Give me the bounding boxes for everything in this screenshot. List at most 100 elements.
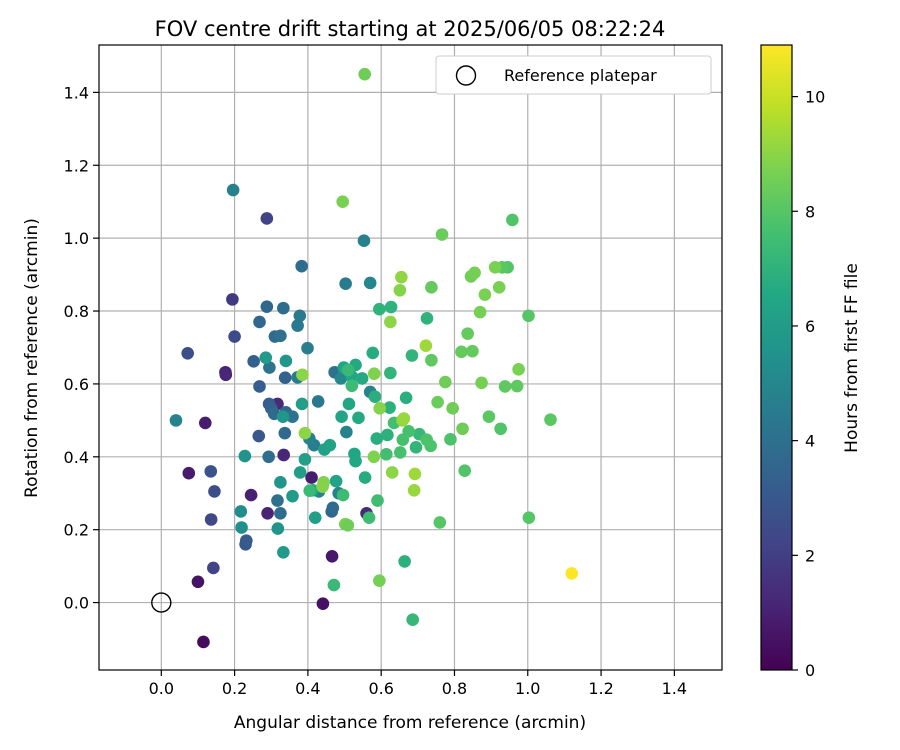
data-point [335, 410, 348, 424]
data-points [169, 67, 579, 649]
data-point [424, 439, 437, 453]
data-point [366, 346, 380, 360]
data-point [371, 494, 384, 507]
data-point [425, 353, 438, 367]
data-point [198, 416, 212, 430]
x-tick-label: 1.0 [515, 679, 540, 698]
data-point [271, 494, 284, 507]
data-point [380, 447, 393, 461]
data-point [384, 366, 397, 380]
data-point [458, 464, 472, 477]
data-point [301, 341, 314, 355]
data-point [329, 474, 343, 488]
legend: Reference platepar [435, 55, 712, 95]
data-point [367, 367, 381, 381]
data-point [492, 281, 506, 294]
data-point [446, 402, 459, 415]
data-point [431, 395, 444, 409]
data-point [336, 195, 350, 209]
data-point [325, 549, 339, 563]
data-point [326, 501, 340, 515]
data-point [478, 288, 492, 301]
data-point [370, 432, 384, 445]
plot-frame [98, 44, 723, 671]
data-point [262, 450, 275, 464]
data-point [367, 450, 381, 464]
y-tick-label: 1.4 [64, 83, 89, 102]
x-axis-label: Angular distance from reference (arcmin) [234, 713, 586, 733]
legend-marker-icon [455, 65, 477, 86]
data-point [494, 422, 507, 436]
data-point [385, 466, 399, 479]
data-point [277, 301, 290, 315]
data-point [498, 380, 512, 393]
data-point [316, 480, 329, 493]
data-point [240, 534, 253, 547]
colorbar-tick-label: 0 [805, 661, 815, 680]
data-point [274, 476, 287, 489]
data-point [247, 355, 260, 368]
data-point [506, 213, 519, 227]
data-point [277, 448, 291, 462]
data-point [260, 300, 274, 313]
data-point [219, 368, 233, 382]
data-point [565, 567, 579, 580]
colorbar-tick-label: 6 [805, 317, 815, 336]
data-point [355, 372, 369, 385]
data-point [522, 511, 536, 524]
data-point [235, 521, 248, 534]
data-point [204, 465, 218, 478]
data-point [295, 259, 308, 273]
data-point [406, 613, 419, 627]
x-tick-label: 0.8 [442, 679, 467, 698]
legend-box [435, 55, 712, 95]
data-point [425, 281, 438, 294]
data-point [169, 414, 183, 427]
data-point [381, 428, 394, 442]
data-point [482, 410, 496, 424]
data-point [405, 349, 419, 362]
data-point [182, 466, 196, 480]
data-point [279, 354, 293, 368]
data-point [197, 635, 210, 649]
colorbar-label: Hours from first FF file [842, 263, 862, 453]
data-point [234, 505, 248, 518]
data-point [277, 545, 290, 559]
data-point [191, 575, 205, 589]
data-point [383, 401, 396, 414]
data-point [327, 578, 341, 592]
data-point [274, 329, 287, 343]
colorbar-tick-label: 8 [805, 202, 815, 221]
data-point [510, 379, 524, 393]
data-point [352, 411, 365, 425]
x-tick-label: 0.0 [149, 679, 174, 698]
y-ticks: 0.0 0.2 0.4 0.6 0.8 1.0 1.2 1.4 [64, 83, 99, 613]
data-point [261, 506, 274, 520]
y-tick-label: 0.8 [64, 302, 89, 321]
data-point [228, 330, 241, 343]
data-point [293, 309, 307, 323]
data-point [340, 425, 353, 439]
x-tick-label: 0.4 [295, 679, 320, 698]
data-point [363, 276, 377, 290]
data-point [244, 488, 258, 502]
data-point [439, 375, 452, 389]
data-point [253, 315, 266, 329]
colorbar-tick-label: 10 [805, 88, 825, 107]
data-point [305, 471, 318, 484]
data-point [368, 390, 382, 403]
data-point [444, 433, 457, 446]
colorbar-gradient [760, 44, 793, 671]
data-point [342, 397, 356, 411]
data-point [373, 402, 387, 415]
data-point [226, 293, 239, 306]
data-point [373, 574, 386, 588]
data-point [522, 309, 535, 323]
data-point [395, 270, 408, 284]
data-point [468, 266, 481, 280]
data-point [420, 312, 434, 325]
data-point [399, 391, 413, 405]
data-point [433, 516, 447, 529]
data-point [473, 305, 487, 319]
